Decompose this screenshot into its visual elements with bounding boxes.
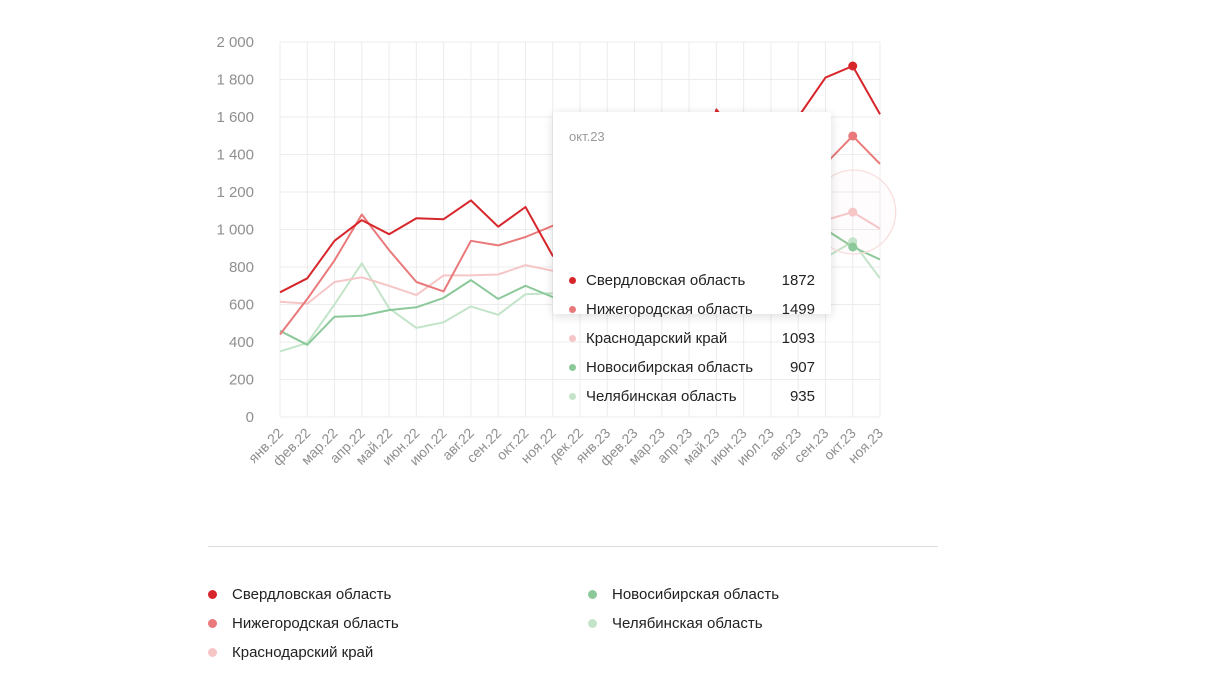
series-point <box>848 61 858 71</box>
legend-label: Нижегородская область <box>232 615 399 632</box>
tooltip-series-name: Челябинская область <box>586 387 737 405</box>
tooltip-series-value: 935 <box>789 387 815 405</box>
tooltip-series-value: 1499 <box>781 300 815 318</box>
series-point <box>848 131 858 141</box>
tooltip-row: Нижегородская область 1499 <box>569 299 815 319</box>
y-tick-label: 2 000 <box>216 34 254 51</box>
legend-item[interactable]: Нижегородская область <box>208 609 399 638</box>
tooltip-title: окт.23 <box>569 129 605 144</box>
y-tick-label: 1 000 <box>216 222 254 239</box>
tooltip-row: Краснодарский край 1093 <box>569 328 815 348</box>
legend-item[interactable]: Краснодарский край <box>208 638 399 667</box>
legend-divider <box>208 546 938 547</box>
tooltip-series-value: 1093 <box>781 329 815 347</box>
y-tick-label: 600 <box>229 297 254 314</box>
chart-tooltip: окт.23 Свердловская область 1872 Нижегор… <box>553 112 831 405</box>
tooltip-series-value: 907 <box>789 358 815 376</box>
legend-label: Новосибирская область <box>612 586 780 603</box>
series-dot-icon <box>569 392 576 400</box>
x-axis-ticks: янв.22фев.22мар.22апр.22май.22июн.22июл.… <box>245 425 886 469</box>
legend-label: Свердловская область <box>232 586 392 603</box>
series-dot-icon <box>569 334 576 342</box>
series-dot-icon <box>569 276 576 284</box>
legend-dot-icon <box>208 648 217 657</box>
series-dot-icon <box>569 305 576 313</box>
y-tick-label: 1 600 <box>216 109 254 126</box>
legend-item[interactable]: Новосибирская область <box>588 580 779 609</box>
y-tick-label: 200 <box>229 372 254 389</box>
tooltip-series-name: Свердловская область <box>586 271 746 289</box>
y-tick-label: 400 <box>229 334 254 351</box>
y-tick-label: 0 <box>246 409 254 426</box>
series-point <box>848 207 858 217</box>
legend-item[interactable]: Челябинская область <box>588 609 779 638</box>
legend-item[interactable]: Свердловская область <box>208 580 399 609</box>
legend-label: Краснодарский край <box>232 644 374 661</box>
y-tick-label: 1 200 <box>216 184 254 201</box>
legend-dot-icon <box>208 590 217 599</box>
tooltip-series-name: Краснодарский край <box>586 329 728 347</box>
y-tick-label: 1 800 <box>216 72 254 89</box>
tooltip-series-name: Новосибирская область <box>586 358 754 376</box>
legend-dot-icon <box>588 619 597 628</box>
tooltip-series-name: Нижегородская область <box>586 300 753 318</box>
y-tick-label: 800 <box>229 259 254 276</box>
legend-dot-icon <box>588 590 597 599</box>
legend-column-1: Свердловская область Нижегородская облас… <box>208 580 399 667</box>
legend-column-2: Новосибирская область Челябинская област… <box>588 580 779 638</box>
legend-label: Челябинская область <box>612 615 763 632</box>
series-point <box>848 242 858 252</box>
tooltip-row: Новосибирская область 907 <box>569 357 815 377</box>
y-axis-ticks: 0 200 400 600 800 1 000 1 200 1 400 1 600 1 800 2 … <box>216 34 254 426</box>
legend-dot-icon <box>208 619 217 628</box>
tooltip-row: Свердловская область 1872 <box>569 270 815 290</box>
tooltip-series-value: 1872 <box>781 271 815 289</box>
y-tick-label: 1 400 <box>216 147 254 164</box>
tooltip-row: Челябинская область 935 <box>569 386 815 406</box>
series-dot-icon <box>569 363 576 371</box>
